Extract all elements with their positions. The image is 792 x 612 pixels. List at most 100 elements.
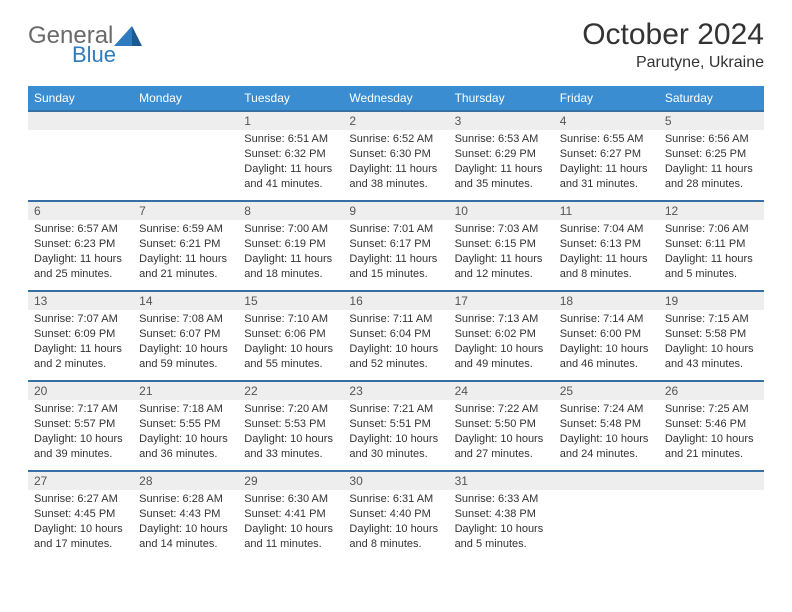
day-dl1: Daylight: 11 hours xyxy=(34,252,127,267)
weekday-header: Thursday xyxy=(449,86,554,111)
day-dl2: and 41 minutes. xyxy=(244,177,337,192)
logo-blue-text: Blue xyxy=(72,44,116,66)
day-sunset: Sunset: 4:38 PM xyxy=(455,507,548,522)
day-number: 10 xyxy=(449,202,554,220)
day-sunrise: Sunrise: 7:04 AM xyxy=(560,222,653,237)
day-sunset: Sunset: 4:45 PM xyxy=(34,507,127,522)
weekday-header: Tuesday xyxy=(238,86,343,111)
day-number: 29 xyxy=(238,472,343,490)
day-dl1: Daylight: 10 hours xyxy=(665,432,758,447)
calendar-day-cell xyxy=(659,471,764,561)
day-details: Sunrise: 7:03 AMSunset: 6:15 PMDaylight:… xyxy=(449,220,554,287)
location: Parutyne, Ukraine xyxy=(582,54,764,72)
day-number: 8 xyxy=(238,202,343,220)
day-sunrise: Sunrise: 6:27 AM xyxy=(34,492,127,507)
calendar-week-row: 6 Sunrise: 6:57 AMSunset: 6:23 PMDaylight… xyxy=(28,201,764,291)
day-dl1: Daylight: 10 hours xyxy=(34,522,127,537)
day-dl2: and 25 minutes. xyxy=(34,267,127,282)
day-number: 6 xyxy=(28,202,133,220)
day-details: Sunrise: 7:21 AMSunset: 5:51 PMDaylight:… xyxy=(343,400,448,467)
day-dl1: Daylight: 10 hours xyxy=(139,342,232,357)
day-sunset: Sunset: 6:19 PM xyxy=(244,237,337,252)
day-number: 30 xyxy=(343,472,448,490)
day-dl2: and 46 minutes. xyxy=(560,357,653,372)
day-sunrise: Sunrise: 7:17 AM xyxy=(34,402,127,417)
calendar-day-cell: 5Sunrise: 6:56 AMSunset: 6:25 PMDaylight… xyxy=(659,111,764,201)
calendar-day-cell: 25Sunrise: 7:24 AMSunset: 5:48 PMDayligh… xyxy=(554,381,659,471)
day-dl2: and 43 minutes. xyxy=(665,357,758,372)
day-details: Sunrise: 7:17 AMSunset: 5:57 PMDaylight:… xyxy=(28,400,133,467)
day-sunrise: Sunrise: 6:31 AM xyxy=(349,492,442,507)
day-number: 24 xyxy=(449,382,554,400)
day-details: Sunrise: 7:08 AMSunset: 6:07 PMDaylight:… xyxy=(133,310,238,377)
day-dl1: Daylight: 10 hours xyxy=(244,342,337,357)
calendar-day-cell: 3Sunrise: 6:53 AMSunset: 6:29 PMDaylight… xyxy=(449,111,554,201)
month-title: October 2024 xyxy=(582,18,764,52)
calendar-day-cell: 31Sunrise: 6:33 AMSunset: 4:38 PMDayligh… xyxy=(449,471,554,561)
day-sunset: Sunset: 6:04 PM xyxy=(349,327,442,342)
day-dl2: and 8 minutes. xyxy=(560,267,653,282)
day-sunset: Sunset: 5:58 PM xyxy=(665,327,758,342)
calendar-day-cell xyxy=(133,111,238,201)
day-dl2: and 28 minutes. xyxy=(665,177,758,192)
day-details: Sunrise: 6:51 AMSunset: 6:32 PMDaylight:… xyxy=(238,130,343,197)
calendar-day-cell: 22Sunrise: 7:20 AMSunset: 5:53 PMDayligh… xyxy=(238,381,343,471)
title-block: October 2024 Parutyne, Ukraine xyxy=(582,18,764,72)
calendar-day-cell: 9Sunrise: 7:01 AMSunset: 6:17 PMDaylight… xyxy=(343,201,448,291)
day-dl2: and 24 minutes. xyxy=(560,447,653,462)
day-sunset: Sunset: 5:50 PM xyxy=(455,417,548,432)
calendar-day-cell: 16Sunrise: 7:11 AMSunset: 6:04 PMDayligh… xyxy=(343,291,448,381)
day-dl2: and 14 minutes. xyxy=(139,537,232,552)
calendar-day-cell: 12Sunrise: 7:06 AMSunset: 6:11 PMDayligh… xyxy=(659,201,764,291)
day-number: 5 xyxy=(659,112,764,130)
day-dl1: Daylight: 11 hours xyxy=(665,162,758,177)
day-dl2: and 17 minutes. xyxy=(34,537,127,552)
calendar-day-cell: 20Sunrise: 7:17 AMSunset: 5:57 PMDayligh… xyxy=(28,381,133,471)
calendar-day-cell: 4Sunrise: 6:55 AMSunset: 6:27 PMDaylight… xyxy=(554,111,659,201)
day-sunrise: Sunrise: 7:22 AM xyxy=(455,402,548,417)
day-sunset: Sunset: 5:57 PM xyxy=(34,417,127,432)
day-dl2: and 15 minutes. xyxy=(349,267,442,282)
day-number: 7 xyxy=(133,202,238,220)
day-sunset: Sunset: 6:25 PM xyxy=(665,147,758,162)
day-number: 11 xyxy=(554,202,659,220)
weekday-header: Saturday xyxy=(659,86,764,111)
day-details: Sunrise: 7:14 AMSunset: 6:00 PMDaylight:… xyxy=(554,310,659,377)
day-sunset: Sunset: 6:27 PM xyxy=(560,147,653,162)
day-sunrise: Sunrise: 7:24 AM xyxy=(560,402,653,417)
day-sunrise: Sunrise: 6:57 AM xyxy=(34,222,127,237)
calendar-table: Sunday Monday Tuesday Wednesday Thursday… xyxy=(28,86,764,561)
day-dl1: Daylight: 10 hours xyxy=(349,522,442,537)
day-dl2: and 31 minutes. xyxy=(560,177,653,192)
weekday-header-row: Sunday Monday Tuesday Wednesday Thursday… xyxy=(28,86,764,111)
day-details: Sunrise: 7:13 AMSunset: 6:02 PMDaylight:… xyxy=(449,310,554,377)
calendar-day-cell: 29Sunrise: 6:30 AMSunset: 4:41 PMDayligh… xyxy=(238,471,343,561)
day-sunset: Sunset: 5:46 PM xyxy=(665,417,758,432)
calendar-day-cell: 11Sunrise: 7:04 AMSunset: 6:13 PMDayligh… xyxy=(554,201,659,291)
calendar-day-cell xyxy=(28,111,133,201)
day-sunset: Sunset: 6:23 PM xyxy=(34,237,127,252)
day-sunset: Sunset: 6:09 PM xyxy=(34,327,127,342)
day-details: Sunrise: 6:28 AMSunset: 4:43 PMDaylight:… xyxy=(133,490,238,557)
day-number: 21 xyxy=(133,382,238,400)
day-details: Sunrise: 6:59 AMSunset: 6:21 PMDaylight:… xyxy=(133,220,238,287)
day-number: 9 xyxy=(343,202,448,220)
calendar-day-cell: 23Sunrise: 7:21 AMSunset: 5:51 PMDayligh… xyxy=(343,381,448,471)
calendar-day-cell: 2Sunrise: 6:52 AMSunset: 6:30 PMDaylight… xyxy=(343,111,448,201)
day-sunset: Sunset: 6:00 PM xyxy=(560,327,653,342)
calendar-day-cell: 1Sunrise: 6:51 AMSunset: 6:32 PMDaylight… xyxy=(238,111,343,201)
day-sunset: Sunset: 6:06 PM xyxy=(244,327,337,342)
day-sunset: Sunset: 5:51 PM xyxy=(349,417,442,432)
day-dl2: and 30 minutes. xyxy=(349,447,442,462)
day-sunset: Sunset: 4:40 PM xyxy=(349,507,442,522)
day-dl2: and 59 minutes. xyxy=(139,357,232,372)
calendar-week-row: 13Sunrise: 7:07 AMSunset: 6:09 PMDayligh… xyxy=(28,291,764,381)
day-dl2: and 11 minutes. xyxy=(244,537,337,552)
day-details: Sunrise: 7:18 AMSunset: 5:55 PMDaylight:… xyxy=(133,400,238,467)
day-number: 27 xyxy=(28,472,133,490)
day-details: Sunrise: 6:56 AMSunset: 6:25 PMDaylight:… xyxy=(659,130,764,197)
day-dl1: Daylight: 10 hours xyxy=(455,342,548,357)
day-sunset: Sunset: 5:55 PM xyxy=(139,417,232,432)
day-dl2: and 52 minutes. xyxy=(349,357,442,372)
weekday-header: Wednesday xyxy=(343,86,448,111)
